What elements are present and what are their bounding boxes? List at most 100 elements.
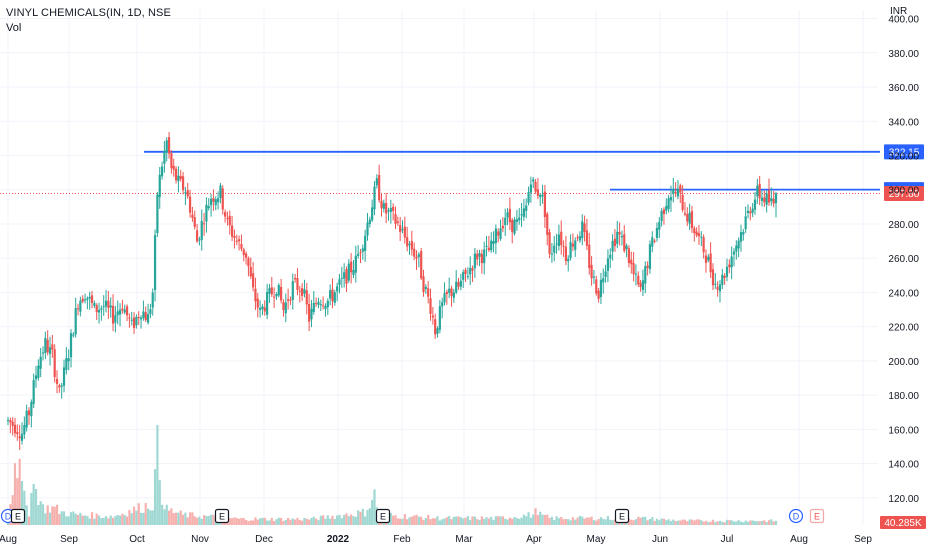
symbol-title[interactable]: VINYL CHEMICALS(IN, 1D, NSE — [6, 7, 171, 19]
volume-bar — [676, 520, 680, 525]
volume-bar — [230, 518, 234, 525]
time-axis[interactable]: Aug Sep Oct Nov Dec 2022 Feb Mar Apr May Jun Jul Aug… — [0, 534, 872, 545]
candle-body — [289, 299, 292, 301]
volume-bar — [534, 508, 537, 525]
volume-bar — [27, 516, 31, 525]
volume-bar — [174, 512, 178, 525]
volume-bar — [371, 499, 374, 525]
earnings-marker — [375, 508, 391, 524]
volume-bar — [688, 519, 691, 525]
candle-body — [55, 379, 59, 384]
volume-bar — [494, 516, 497, 525]
volume-bar — [58, 514, 61, 525]
candle-body — [746, 210, 750, 213]
candle-body — [375, 178, 378, 186]
candle-body — [686, 214, 689, 222]
candle-body — [137, 317, 140, 319]
candle-body — [41, 352, 45, 354]
candle-body — [13, 424, 17, 434]
earnings-marker-label: E — [15, 512, 21, 522]
volume-bar — [287, 517, 290, 525]
volume-bar — [646, 520, 649, 525]
candle-body — [478, 252, 481, 257]
volume-bar — [674, 521, 677, 525]
volume-bar — [613, 519, 617, 525]
candle-body — [378, 174, 381, 201]
earnings-marker-label: E — [219, 512, 225, 522]
volume-bar — [76, 514, 80, 525]
volume-bar — [322, 515, 325, 525]
candle-body — [413, 248, 416, 257]
candle-body — [135, 316, 138, 326]
candle-body — [219, 185, 222, 198]
volume-bar — [60, 511, 63, 525]
candle-body — [735, 245, 738, 252]
price-axis[interactable]: INR 120.00 140.00 160.00 180.00 200.00 220.00… — [888, 6, 919, 505]
candle-body — [492, 240, 495, 245]
candle-body — [121, 308, 124, 311]
volume-bar — [508, 517, 511, 525]
candle-body — [520, 214, 523, 216]
volume-bar — [228, 518, 231, 525]
volume-bar — [48, 512, 52, 525]
volume-bar — [541, 514, 544, 525]
volume-bar — [109, 515, 112, 525]
volume-bar — [662, 518, 666, 525]
volume-bar — [429, 519, 432, 525]
x-tick-label: Sep — [854, 534, 872, 545]
candle-body — [322, 305, 325, 307]
volume-bar — [284, 519, 287, 525]
candle-body — [165, 140, 168, 153]
volume-bar — [723, 522, 726, 525]
volume-bar — [252, 520, 255, 525]
candle-body — [252, 273, 255, 288]
candle-body — [704, 255, 708, 263]
candle-body — [581, 221, 584, 239]
volume-bar — [672, 519, 675, 525]
volume-bar — [604, 519, 607, 525]
volume-indicator-label[interactable]: Vol — [6, 22, 22, 34]
volume-bar — [730, 520, 733, 525]
candle-body — [473, 253, 476, 269]
candle-body — [574, 240, 577, 250]
candle-body — [644, 266, 647, 284]
volume-bar — [758, 521, 761, 525]
volume-bar — [200, 518, 203, 525]
candle-body — [254, 288, 257, 302]
candle-body — [256, 298, 259, 308]
candle-body — [429, 298, 432, 314]
volume-bar — [520, 517, 523, 525]
candle-body — [515, 219, 518, 222]
candle-body — [655, 227, 659, 238]
volume-bar — [630, 519, 633, 525]
candle-body — [406, 237, 409, 247]
volume-bar — [637, 516, 640, 525]
volume-bar — [317, 520, 320, 525]
last-price-box — [884, 186, 924, 202]
volume-bar — [562, 519, 565, 525]
volume-bar — [506, 519, 509, 525]
volume-bar — [597, 519, 600, 525]
candle-body — [709, 253, 712, 273]
y-tick-label: 280.00 — [888, 220, 919, 231]
candle-body — [340, 277, 343, 279]
candle-body — [602, 278, 605, 283]
y-tick-label: 260.00 — [888, 254, 919, 265]
volume-bar — [165, 504, 168, 525]
volume-bar — [53, 506, 56, 525]
volume-bar — [25, 505, 28, 525]
volume-bar — [669, 521, 673, 525]
volume-bar — [347, 516, 350, 525]
grid — [0, 10, 878, 525]
volume-bar — [340, 518, 343, 525]
candle-body — [457, 282, 460, 287]
volume-bar — [366, 509, 369, 525]
candle-body — [350, 261, 353, 273]
candle-body — [32, 380, 35, 404]
candle-body — [72, 334, 75, 336]
candle-body — [742, 231, 745, 235]
